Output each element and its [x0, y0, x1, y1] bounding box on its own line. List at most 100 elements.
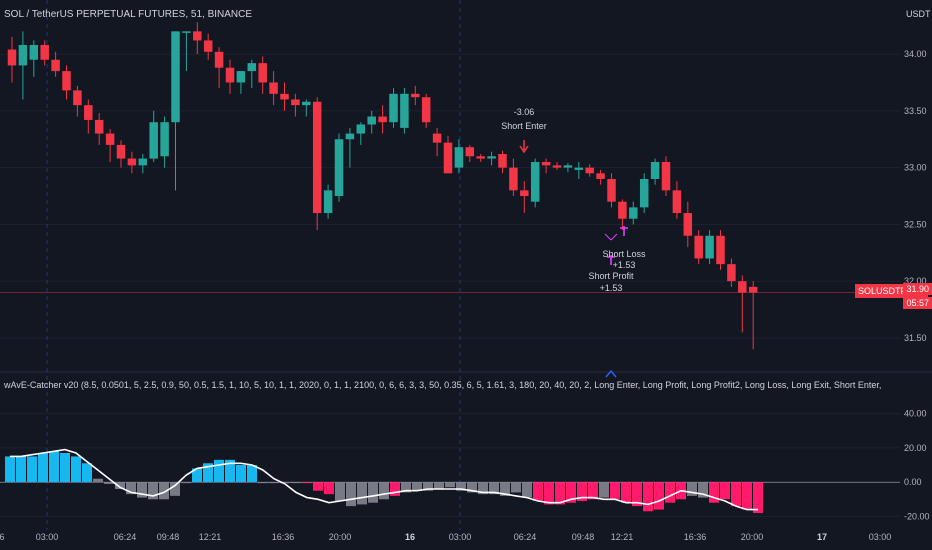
price-axis-label: 33.50 [904, 106, 927, 116]
histogram-bar [115, 482, 125, 489]
histogram-bar [203, 463, 213, 483]
osc-axis-label: -20.00 [904, 511, 930, 521]
histogram-bar [247, 465, 257, 483]
candle-body [650, 161, 660, 179]
currency-label: USDT [906, 9, 931, 19]
countdown-tag: 05:57 [903, 297, 932, 309]
candle-body [421, 97, 431, 123]
candle-body [105, 133, 115, 145]
histogram-bar [632, 482, 642, 507]
histogram-bar [16, 456, 26, 483]
candle-body [171, 31, 180, 123]
candle-body [694, 235, 703, 259]
candle-body [378, 116, 387, 123]
axes: 34.00 33.50 33.00 32.50 32.00 31.50 40.00 20.00… [0, 49, 930, 542]
histogram-bar [412, 482, 422, 491]
candle-body [302, 101, 311, 106]
osc-axis-label: 0.00 [904, 477, 922, 487]
time-axis-label: 16 [405, 532, 415, 542]
histogram-bar [434, 482, 444, 489]
candle-body [291, 99, 300, 106]
histogram-bar [731, 482, 741, 507]
grid [0, 0, 932, 530]
current-price-tag: 31.90 [903, 283, 932, 295]
histogram-bar [38, 453, 48, 483]
histogram-bar [93, 478, 103, 483]
candle-body [411, 93, 420, 98]
histogram-bar [192, 468, 202, 483]
histogram-bar [170, 482, 180, 496]
candle-body [727, 264, 736, 282]
candle-body [738, 281, 747, 293]
chart-title: SOL / TetherUS PERPETUAL FUTURES, 51, BI… [4, 9, 253, 20]
histogram-bar [148, 482, 158, 500]
histogram-bar [390, 482, 400, 496]
candle-body [596, 173, 605, 179]
histogram-bar [720, 482, 730, 500]
price-axis-label: 32.50 [904, 219, 927, 229]
candle-body [498, 154, 507, 168]
histogram-bar [159, 482, 169, 500]
candle-body [214, 51, 224, 68]
histogram-bar [478, 482, 488, 495]
short-enter-label: Short Enter [501, 121, 547, 131]
candle-body [280, 93, 289, 100]
histogram-bar [665, 482, 675, 503]
histogram-bar [269, 482, 279, 484]
histogram-bar [610, 482, 620, 500]
histogram-bar [357, 482, 367, 505]
candle-body [683, 213, 693, 236]
histogram-bar [401, 482, 411, 493]
candle-body [454, 147, 464, 168]
indicator-title[interactable]: wAvE-Catcher v20 (8.5, 0.0501, 5, 2.5, 0… [4, 380, 884, 390]
short-enter-value: -3.06 [514, 107, 535, 117]
histogram-bar [324, 482, 334, 495]
cross-marker [604, 233, 618, 241]
candle-body [618, 201, 627, 219]
candle-body [400, 93, 409, 128]
candle-body [149, 122, 158, 159]
candle-body [160, 122, 169, 157]
short-loss-label: Short Loss [602, 249, 646, 259]
candle-body [574, 167, 584, 170]
short-loss-value: +1.53 [613, 260, 636, 270]
candle-body [520, 190, 529, 197]
time-axis-label: 03:00 [36, 532, 59, 542]
osc-axis-label: 40.00 [904, 409, 927, 419]
candle-body [7, 49, 17, 66]
histogram-series [5, 451, 763, 513]
time-axis-label: 12:21 [199, 532, 222, 542]
candle-body [127, 158, 137, 166]
price-axis-label: 34.00 [904, 49, 927, 59]
candle-body [607, 178, 616, 202]
histogram-bar [302, 482, 312, 484]
candle-body [443, 142, 453, 174]
histogram-bar [423, 482, 433, 491]
candle-body [716, 235, 725, 265]
time-axis-label: 03:00 [869, 532, 892, 542]
candle-body [367, 116, 376, 125]
candle-body [432, 133, 442, 143]
short-profit-label: Short Profit [588, 271, 634, 281]
candle-body [116, 144, 126, 159]
time-axis-label: 6 [0, 532, 5, 542]
time-axis-label: 12:21 [611, 532, 634, 542]
time-axis-label: 03:00 [449, 532, 472, 542]
histogram-bar [368, 482, 378, 503]
candle-body [629, 207, 638, 219]
histogram-bar [258, 482, 268, 484]
histogram-bar [709, 482, 719, 503]
candle-body [203, 40, 213, 52]
short-loss-marker [620, 226, 628, 236]
histogram-bar [566, 482, 576, 503]
candle-body [345, 133, 355, 140]
histogram-bar [5, 456, 15, 483]
histogram-bar [313, 482, 323, 491]
candle-body [530, 161, 540, 202]
candle-body [356, 124, 366, 134]
candle-body [40, 44, 49, 60]
histogram-bar [643, 482, 653, 512]
histogram-bar [687, 482, 697, 496]
candle-body [193, 31, 202, 41]
